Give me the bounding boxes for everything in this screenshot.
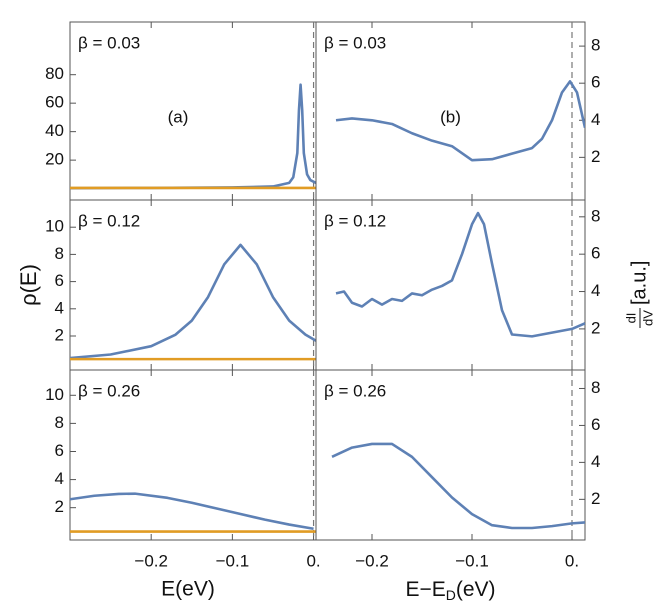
panel: 2 4 6 8 10 β = 0.12 bbox=[45, 199, 317, 371]
panel: 2 4 6 8 β = 0.03 (b) bbox=[315, 21, 600, 201]
x-tick-label: 0. bbox=[306, 551, 320, 570]
y-tick-label: 8 bbox=[55, 413, 64, 432]
y-tick-label: 2 bbox=[591, 489, 600, 508]
y-tick-label: 4 bbox=[591, 110, 600, 129]
y-tick-label: 80 bbox=[45, 64, 64, 83]
y-axis-label: dI dV [a.u.] bbox=[623, 261, 655, 328]
x-label-suffix: (eV) bbox=[456, 578, 496, 601]
y-tick-label: 8 bbox=[591, 378, 600, 397]
data-line bbox=[335, 211, 585, 338]
panel: 20 40 60 80 β = 0.03 (a) bbox=[45, 21, 317, 201]
y-label-denominator: dV bbox=[640, 310, 655, 326]
y-tick-label: 4 bbox=[591, 281, 600, 300]
x-tick-label: −0.1 bbox=[216, 551, 250, 570]
data-line bbox=[70, 243, 316, 360]
y-tick-label: 2 bbox=[591, 147, 600, 166]
y-tick-label: 6 bbox=[591, 73, 600, 92]
x-label-main: E−E bbox=[405, 578, 445, 601]
y-tick-label: 8 bbox=[55, 244, 64, 263]
y-tick-label: 2 bbox=[55, 325, 64, 344]
y-tick-label: 6 bbox=[55, 441, 64, 460]
x-label-subscript: D bbox=[446, 587, 456, 603]
y-tick-label: 10 bbox=[45, 217, 64, 236]
panel-title: β = 0.03 bbox=[324, 33, 386, 52]
data-line bbox=[70, 492, 314, 531]
frame bbox=[315, 369, 586, 541]
y-tick-label: 60 bbox=[45, 93, 64, 112]
y-tick-label: 8 bbox=[591, 36, 600, 55]
y-label-numerator: dI bbox=[623, 313, 638, 324]
y-tick-label: 4 bbox=[55, 298, 64, 317]
x-tick-label: −0.2 bbox=[355, 551, 389, 570]
y-tick-label: 6 bbox=[591, 244, 600, 263]
panel-annotation: (a) bbox=[168, 107, 189, 126]
y-tick-label: 8 bbox=[591, 206, 600, 225]
y-axis-label: ρ(E) bbox=[16, 264, 41, 306]
x-tick-label: −0.1 bbox=[455, 551, 489, 570]
x-axis-label: E(eV) bbox=[161, 578, 215, 601]
panel: −0.2 −0.1 0. 2 4 6 8 10 β = 0.26 bbox=[45, 369, 321, 570]
y-tick-label: 10 bbox=[45, 385, 64, 404]
y-tick-label: 6 bbox=[591, 415, 600, 434]
data-line bbox=[70, 83, 316, 190]
y-tick-label: 40 bbox=[45, 121, 64, 140]
data-line bbox=[331, 442, 585, 530]
y-tick-label: 2 bbox=[591, 318, 600, 337]
panel-annotation: (b) bbox=[440, 107, 461, 126]
y-tick-label: 4 bbox=[591, 452, 600, 471]
y-tick-label: 20 bbox=[45, 150, 64, 169]
panel-title: β = 0.03 bbox=[78, 33, 140, 52]
x-axis-label: E−ED(eV) bbox=[405, 578, 495, 603]
panel: 2 4 6 8 β = 0.12 bbox=[315, 199, 600, 371]
panel-title: β = 0.12 bbox=[324, 211, 386, 230]
data-line bbox=[335, 80, 585, 162]
x-tick-label: 0. bbox=[565, 551, 579, 570]
y-label-unit: [a.u.] bbox=[628, 261, 650, 305]
panel: −0.2 −0.1 0. 2 4 6 8 β = 0.26 bbox=[315, 369, 600, 570]
x-tick-label: −0.2 bbox=[134, 551, 168, 570]
panel-title: β = 0.26 bbox=[324, 381, 386, 400]
y-tick-label: 4 bbox=[55, 469, 64, 488]
panel-title: β = 0.12 bbox=[78, 211, 140, 230]
y-tick-label: 2 bbox=[55, 497, 64, 516]
y-tick-label: 6 bbox=[55, 271, 64, 290]
panel-title: β = 0.26 bbox=[78, 381, 140, 400]
